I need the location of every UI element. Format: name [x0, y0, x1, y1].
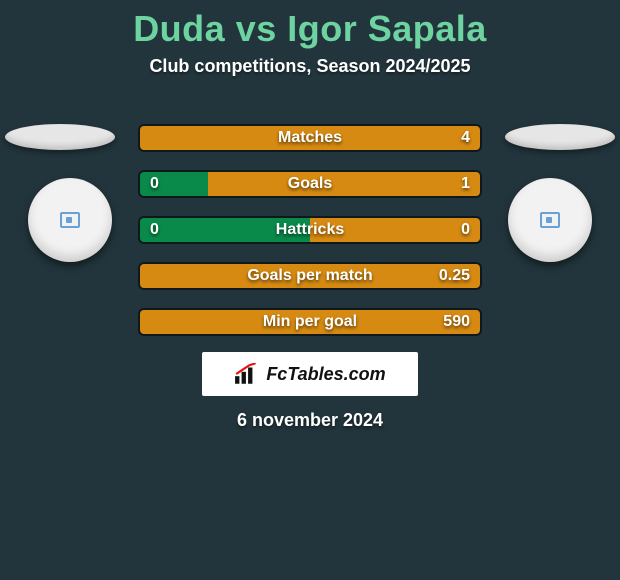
bar-right	[208, 172, 480, 196]
page-title: Duda vs Igor Sapala	[0, 0, 620, 50]
stat-row: 0 Goals 1	[138, 170, 482, 198]
stat-label: Min per goal	[263, 313, 357, 331]
avatar-placeholder-icon	[60, 212, 80, 228]
avatar-placeholder-icon	[540, 212, 560, 228]
stat-row: Goals per match 0.25	[138, 262, 482, 290]
stat-value-left: 0	[150, 175, 159, 193]
stat-row: Matches 4	[138, 124, 482, 152]
stat-value-right: 590	[443, 313, 470, 331]
chart-icon	[234, 363, 260, 385]
footer-date: 6 november 2024	[237, 410, 383, 431]
stat-value-right: 0	[461, 221, 470, 239]
player-avatar-left	[28, 178, 112, 262]
stat-label: Goals	[288, 175, 332, 193]
fctables-badge: FcTables.com	[202, 352, 418, 396]
badge-text: FcTables.com	[266, 364, 385, 385]
stat-value-right: 1	[461, 175, 470, 193]
stat-label: Hattricks	[276, 221, 344, 239]
stat-row: 0 Hattricks 0	[138, 216, 482, 244]
stats-container: Matches 4 0 Goals 1 0 Hattricks 0 Goals per matc…	[138, 124, 482, 354]
player-avatar-right	[508, 178, 592, 262]
stat-label: Goals per match	[247, 267, 372, 285]
shadow-right	[505, 124, 615, 150]
stat-value-right: 4	[461, 129, 470, 147]
stat-value-right: 0.25	[439, 267, 470, 285]
stat-label: Matches	[278, 129, 342, 147]
page-subtitle: Club competitions, Season 2024/2025	[0, 56, 620, 77]
stat-value-left: 0	[150, 221, 159, 239]
shadow-left	[5, 124, 115, 150]
stat-row: Min per goal 590	[138, 308, 482, 336]
